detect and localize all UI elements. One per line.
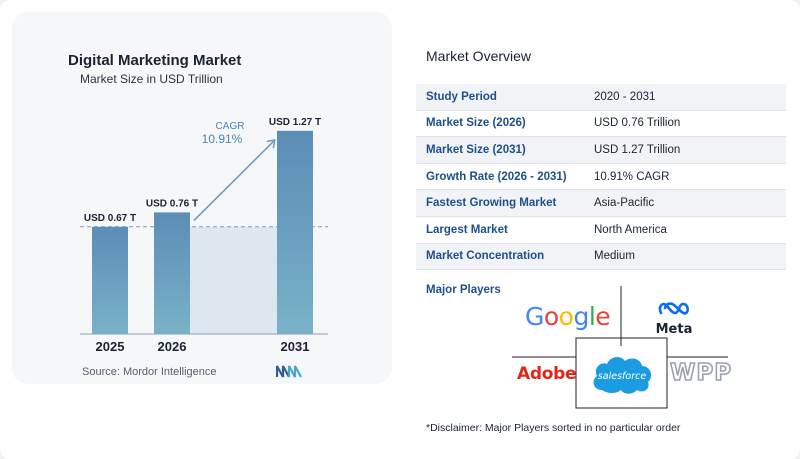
bar-chart: USD 0.67 T 2025 USD 0.76 T 2026 USD 1.27 T 20…: [0, 0, 400, 400]
major-players-title: Major Players: [426, 284, 501, 296]
overview-row: Fastest Growing Market Asia-Pacific: [416, 190, 786, 217]
overview-title: Market Overview: [426, 48, 531, 64]
x-tick-label: 2025: [96, 339, 125, 354]
overview-row: Largest Market North America: [416, 217, 786, 244]
market-overview-table: Study Period 2020 - 2031 Market Size (2026…: [416, 84, 786, 270]
bar-value-label: USD 0.67 T: [84, 213, 136, 224]
meta-name: Meta: [654, 322, 694, 337]
bar-value-label: USD 0.76 T: [146, 198, 198, 209]
cagr-arrow: [194, 141, 274, 221]
x-tick-label: 2026: [158, 339, 187, 354]
overview-row-label: Market Size (2026): [416, 117, 584, 129]
salesforce-cloud-icon: salesforce: [590, 350, 654, 396]
overview-row-label: Fastest Growing Market: [416, 197, 584, 209]
wpp-logo: WPP: [670, 360, 732, 386]
adobe-logo: Adobe: [517, 364, 576, 384]
overview-row-value: Medium: [584, 250, 635, 262]
x-tick-label: 2031: [281, 339, 310, 354]
overview-row-value: USD 1.27 Trillion: [584, 144, 680, 156]
overview-row-value: 2020 - 2031: [584, 91, 655, 103]
meta-infinity-icon: [657, 300, 691, 316]
growth-shade-region: [190, 227, 277, 334]
overview-row-label: Growth Rate (2026 - 2031): [416, 171, 584, 183]
salesforce-logo: salesforce: [590, 350, 654, 401]
overview-row: Market Size (2026) USD 0.76 Trillion: [416, 111, 786, 138]
overview-row-label: Market Concentration: [416, 250, 584, 262]
salesforce-text: salesforce: [598, 371, 646, 382]
cagr-label: CAGR: [216, 121, 245, 132]
overview-row-label: Market Size (2031): [416, 144, 584, 156]
overview-row: Market Concentration Medium: [416, 244, 786, 271]
bar-2026: [154, 212, 190, 334]
overview-row-label: Study Period: [416, 91, 584, 103]
overview-row-value: Asia-Pacific: [584, 197, 654, 209]
bar-value-label: USD 1.27 T: [269, 117, 321, 128]
source-note: Source: Mordor Intelligence: [82, 366, 217, 378]
overview-row: Study Period 2020 - 2031: [416, 84, 786, 111]
meta-logo: Meta: [654, 300, 694, 337]
overview-row-value: 10.91% CAGR: [584, 171, 669, 183]
cagr-value: 10.91%: [202, 132, 243, 146]
bar-2025: [92, 227, 128, 334]
overview-row-label: Largest Market: [416, 224, 584, 236]
overview-row: Growth Rate (2026 - 2031) 10.91% CAGR: [416, 164, 786, 191]
bar-2031: [277, 131, 313, 334]
overview-row: Market Size (2031) USD 1.27 Trillion: [416, 137, 786, 164]
mordor-logo-icon: [276, 364, 302, 378]
google-logo: Google: [525, 302, 610, 331]
disclaimer-note: *Disclaimer: Major Players sorted in no …: [426, 422, 680, 434]
overview-row-value: USD 0.76 Trillion: [584, 117, 680, 129]
overview-row-value: North America: [584, 224, 667, 236]
